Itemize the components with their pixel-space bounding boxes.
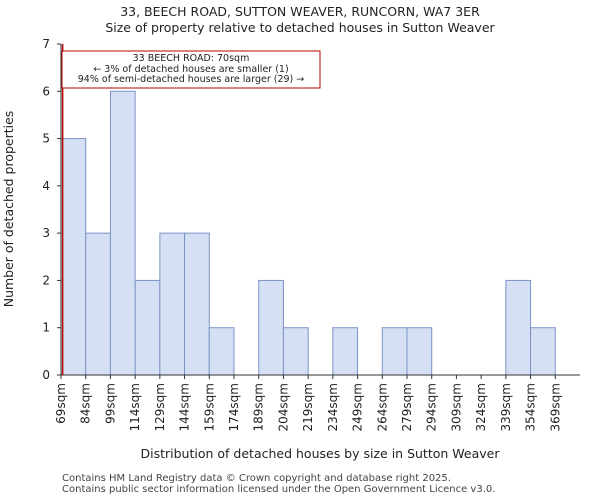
histogram-bar <box>505 279 532 376</box>
histogram-bar <box>109 90 136 376</box>
footer-copyright: Contains HM Land Registry data © Crown c… <box>62 473 451 484</box>
y-tick-label: 3 <box>42 226 50 240</box>
histogram-bar <box>159 232 186 376</box>
y-tick-label: 2 <box>42 273 50 287</box>
x-tick-label: 309sqm <box>449 383 463 431</box>
x-tick-label: 219sqm <box>301 383 315 431</box>
y-tick-label: 0 <box>42 368 50 382</box>
histogram-bar <box>208 327 235 376</box>
histogram-bar <box>258 279 284 376</box>
chart-subtitle: Size of property relative to detached ho… <box>105 20 495 35</box>
y-tick-label: 4 <box>42 179 50 193</box>
histogram-bar <box>381 327 408 376</box>
x-tick-label: 354sqm <box>524 383 538 431</box>
x-tick-label: 369sqm <box>548 383 562 431</box>
histogram-bar <box>282 327 309 376</box>
x-tick-label: 144sqm <box>178 383 192 431</box>
histogram-bar <box>184 232 210 376</box>
x-tick-label: 174sqm <box>227 383 241 431</box>
x-tick-label: 129sqm <box>153 383 167 431</box>
y-tick-label: 5 <box>42 132 50 146</box>
footer-licence: Contains public sector information licen… <box>62 484 496 495</box>
annotation-line-2: ← 3% of detached houses are smaller (1) <box>93 64 288 75</box>
x-tick-label: 339sqm <box>499 383 513 431</box>
histogram-bar <box>530 327 556 376</box>
y-tick-label: 1 <box>42 321 50 335</box>
x-tick-label: 249sqm <box>351 383 365 431</box>
x-tick-label: 114sqm <box>128 383 142 431</box>
annotation-line-1: 33 BEECH ROAD: 70sqm <box>133 53 250 64</box>
y-axis-label: Number of detached properties <box>1 111 16 308</box>
x-axis-label: Distribution of detached houses by size … <box>141 446 501 461</box>
x-tick-label: 324sqm <box>474 383 488 431</box>
x-tick-label: 264sqm <box>375 383 389 431</box>
y-tick-label: 7 <box>42 37 50 51</box>
annotation-box <box>61 50 321 89</box>
x-tick-label: 234sqm <box>326 383 340 431</box>
x-tick-label: 189sqm <box>252 383 266 431</box>
histogram-bar <box>406 327 433 376</box>
chart-title: 33, BEECH ROAD, SUTTON WEAVER, RUNCORN, … <box>120 4 480 19</box>
histogram-bar <box>134 279 161 376</box>
x-tick-label: 294sqm <box>425 383 439 431</box>
x-tick-label: 99sqm <box>103 383 117 424</box>
histogram-bar <box>60 138 87 376</box>
annotation-line-3: 94% of semi-detached houses are larger (… <box>78 74 305 85</box>
histogram-bar <box>332 327 359 376</box>
x-tick-label: 159sqm <box>202 383 216 431</box>
x-tick-label: 204sqm <box>276 383 290 431</box>
x-tick-label: 69sqm <box>54 383 68 424</box>
y-tick-label: 6 <box>42 84 50 98</box>
x-tick-label: 279sqm <box>400 383 414 431</box>
x-tick-label: 84sqm <box>79 383 93 424</box>
histogram-bar <box>85 232 111 376</box>
